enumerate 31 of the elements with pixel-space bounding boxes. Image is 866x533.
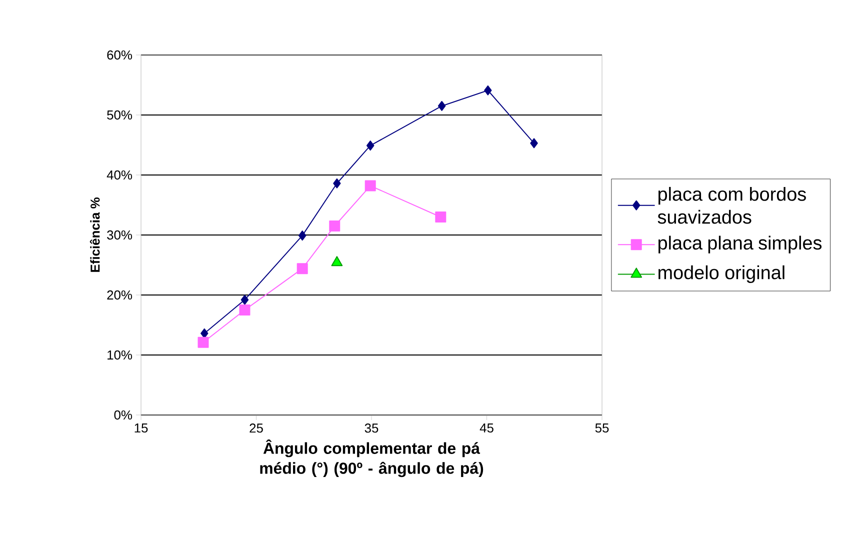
x-tick-label: 45 [480,424,494,433]
point [200,328,208,338]
y-axis-title: Eficiência % [90,198,100,272]
y-tick-label: 30% [107,230,132,240]
y-tick-label: 10% [108,350,132,360]
point [240,294,249,305]
x-tick-label: 35 [364,424,378,433]
y-tick-label: 50% [107,110,132,120]
x-axis-title: Ângulo complementar de pá médio (°) (90º - ângulo de pá) [260,440,484,478]
point [435,211,446,222]
x-tick-label: 55 [595,424,609,433]
y-tick-label: 20% [107,290,132,300]
point [364,180,376,192]
point [333,178,341,188]
point [239,304,250,316]
point [366,140,374,151]
legend-label: modelo original [658,265,784,284]
y-tick-label: 0% [114,410,132,420]
point [331,256,343,266]
y-tick-label: 40% [106,170,132,180]
point [198,336,209,348]
x-tick-label: 25 [250,424,263,433]
point [530,138,538,148]
point [438,100,446,111]
legend-label: placa plana simples [658,236,822,254]
point [329,220,340,232]
point [484,85,492,96]
point [296,263,308,274]
y-tick-label: 60% [107,50,132,60]
point [298,230,306,241]
x-tick-label: 15 [134,424,148,433]
